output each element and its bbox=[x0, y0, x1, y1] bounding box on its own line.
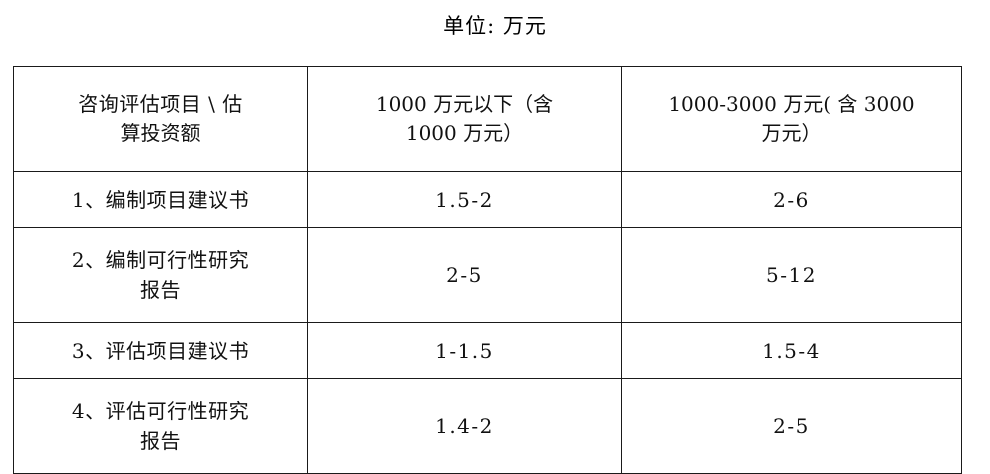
header-col2-line-2: 1000 万元） bbox=[405, 121, 524, 145]
row-label-line-2: 报告 bbox=[140, 278, 181, 302]
row-label-line-1: 1、编制项目建议书 bbox=[71, 187, 250, 212]
header-col3-line-2: 万元） bbox=[761, 121, 822, 145]
row-value-under-1000: 1.5-2 bbox=[307, 171, 622, 228]
row-value-under-1000: 2-5 bbox=[307, 227, 622, 323]
table-row: 4、评估可行性研究 报告 1.4-2 2-5 bbox=[13, 378, 962, 474]
row-label-cell: 1、编制项目建议书 bbox=[13, 171, 308, 228]
header-corner-line-1: 咨询评估项目 \ 估 bbox=[78, 92, 243, 116]
table-row: 2、编制可行性研究 报告 2-5 5-12 bbox=[13, 227, 962, 323]
table-row: 1、编制项目建议书 1.5-2 2-6 bbox=[13, 171, 962, 228]
row-label-cell: 4、评估可行性研究 报告 bbox=[13, 378, 308, 474]
header-corner-line-2: 算投资额 bbox=[120, 121, 201, 145]
row-value-1000-3000: 5-12 bbox=[621, 227, 962, 323]
consulting-fee-table: 咨询评估项目 \ 估 算投资额 1000 万元以下（含 1000 万元） 100… bbox=[13, 66, 962, 474]
row-label-line-1: 4、评估可行性研究 bbox=[71, 399, 250, 423]
header-col3-line-1: 1000-3000 万元( 含 3000 bbox=[668, 92, 915, 116]
row-label-cell: 2、编制可行性研究 报告 bbox=[13, 227, 308, 323]
unit-label: 单位: 万元 bbox=[443, 14, 547, 38]
row-value-under-1000: 1-1.5 bbox=[307, 322, 622, 379]
fee-table-container: 咨询评估项目 \ 估 算投资额 1000 万元以下（含 1000 万元） 100… bbox=[13, 66, 962, 474]
table-row: 3、评估项目建议书 1-1.5 1.5-4 bbox=[13, 322, 962, 379]
row-label-line-2: 报告 bbox=[140, 429, 181, 453]
header-cell-corner: 咨询评估项目 \ 估 算投资额 bbox=[13, 66, 308, 172]
row-label-cell: 3、评估项目建议书 bbox=[13, 322, 308, 379]
header-cell-1000-3000: 1000-3000 万元( 含 3000 万元） bbox=[621, 66, 962, 172]
header-cell-under-1000: 1000 万元以下（含 1000 万元） bbox=[307, 66, 622, 172]
row-value-under-1000: 1.4-2 bbox=[307, 378, 622, 474]
row-value-1000-3000: 2-6 bbox=[621, 171, 962, 228]
row-label-line-1: 3、评估项目建议书 bbox=[71, 338, 250, 363]
row-value-1000-3000: 2-5 bbox=[621, 378, 962, 474]
table-header-row: 咨询评估项目 \ 估 算投资额 1000 万元以下（含 1000 万元） 100… bbox=[13, 66, 962, 172]
row-value-1000-3000: 1.5-4 bbox=[621, 322, 962, 379]
row-label-line-1: 2、编制可行性研究 bbox=[71, 248, 250, 272]
header-col2-line-1: 1000 万元以下（含 bbox=[375, 92, 554, 116]
